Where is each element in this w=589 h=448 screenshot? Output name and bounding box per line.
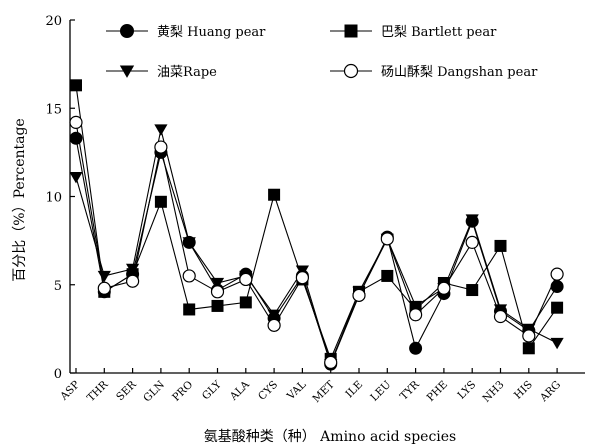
data-point: [239, 272, 253, 287]
legend-label: 油菜Rape: [157, 65, 217, 80]
y-tick-label: 5: [54, 279, 62, 294]
data-point: [126, 274, 140, 288]
y-tick-label: 10: [45, 191, 62, 206]
x-tick-label: MET: [310, 379, 336, 405]
data-point: [154, 195, 167, 208]
legend-marker: [119, 65, 135, 78]
x-tick-label: NH3: [480, 379, 506, 405]
x-tick-label: THR: [85, 378, 111, 404]
x-tick-label: ALA: [227, 378, 252, 403]
y-tick-label: 0: [54, 367, 62, 382]
data-point: [466, 284, 479, 297]
legend-label: 砀山酥梨 Dangshan pear: [381, 65, 538, 80]
legend-marker: [120, 24, 134, 38]
data-point: [182, 269, 196, 283]
x-tick-label: GLN: [141, 379, 167, 405]
x-tick-label: LYS: [455, 379, 478, 402]
data-point: [409, 341, 423, 355]
data-point: [550, 267, 564, 281]
y-tick-label: 20: [45, 14, 62, 29]
legend-item: 砀山酥梨 Dangshan pear: [330, 63, 538, 80]
x-tick-label: PRO: [170, 378, 195, 403]
series-layer: [69, 79, 564, 371]
data-point: [465, 214, 479, 226]
legend-label: 黄梨 Huang pear: [157, 25, 266, 40]
data-point: [380, 232, 394, 246]
data-point: [70, 79, 82, 92]
series-1: [69, 131, 564, 371]
x-tick-label: TYR: [398, 378, 423, 403]
x-tick-label: PHE: [425, 379, 450, 404]
x-tick-label: GLY: [200, 378, 225, 403]
data-point: [522, 329, 536, 343]
data-point: [352, 288, 366, 302]
data-point: [97, 270, 111, 283]
x-tick-label: ASP: [57, 379, 82, 404]
data-point: [295, 271, 309, 285]
data-point: [183, 303, 196, 316]
x-tick-label: SER: [114, 378, 139, 403]
data-point: [381, 269, 394, 282]
data-point: [437, 281, 451, 295]
legend-item: 黄梨 Huang pear: [106, 24, 266, 40]
x-tick-label: HIS: [512, 379, 535, 402]
data-point: [494, 239, 507, 252]
x-axis-label: 氨基酸种类（种） Amino acid species: [204, 428, 457, 445]
data-point: [409, 308, 423, 322]
data-point: [267, 309, 281, 322]
data-point: [267, 318, 281, 332]
x-tick-label: ARG: [537, 379, 563, 405]
series-2: [70, 79, 564, 365]
data-point: [69, 171, 83, 184]
data-point: [409, 300, 423, 313]
data-point: [268, 188, 281, 201]
legend: 黄梨 Huang pear 巴梨 Bartlett pear 油菜Rape 砀山酥梨 …: [106, 24, 538, 80]
x-tick-label: ILE: [343, 379, 365, 401]
data-point: [154, 140, 168, 154]
data-point: [97, 281, 111, 295]
data-point: [239, 296, 252, 309]
data-point: [211, 299, 224, 312]
y-axis-label: 百分比（%）Percentage: [12, 118, 28, 281]
data-point: [69, 115, 83, 129]
legend-item: 油菜Rape: [106, 65, 217, 80]
series-line: [75, 138, 558, 366]
data-point: [182, 237, 196, 249]
data-point: [465, 235, 479, 249]
legend-label: 巴梨 Bartlett pear: [381, 25, 497, 40]
legend-item: 巴梨 Bartlett pear: [330, 24, 497, 40]
data-point: [493, 309, 508, 324]
data-point: [550, 337, 564, 350]
x-tick-label: VAL: [284, 379, 308, 403]
legend-marker: [344, 24, 358, 38]
data-point: [69, 131, 83, 145]
y-tick-label: 15: [45, 102, 62, 117]
data-point: [210, 277, 225, 290]
data-point: [154, 124, 168, 136]
series-line: [75, 129, 558, 366]
data-point: [522, 342, 535, 355]
x-tick-label: LEU: [368, 379, 393, 404]
data-point: [324, 355, 338, 370]
series-4: [69, 115, 564, 370]
x-tick-label: CYS: [256, 379, 280, 403]
series-line: [75, 122, 558, 364]
data-point: [210, 285, 225, 299]
data-point: [551, 301, 564, 314]
legend-marker: [343, 63, 359, 79]
